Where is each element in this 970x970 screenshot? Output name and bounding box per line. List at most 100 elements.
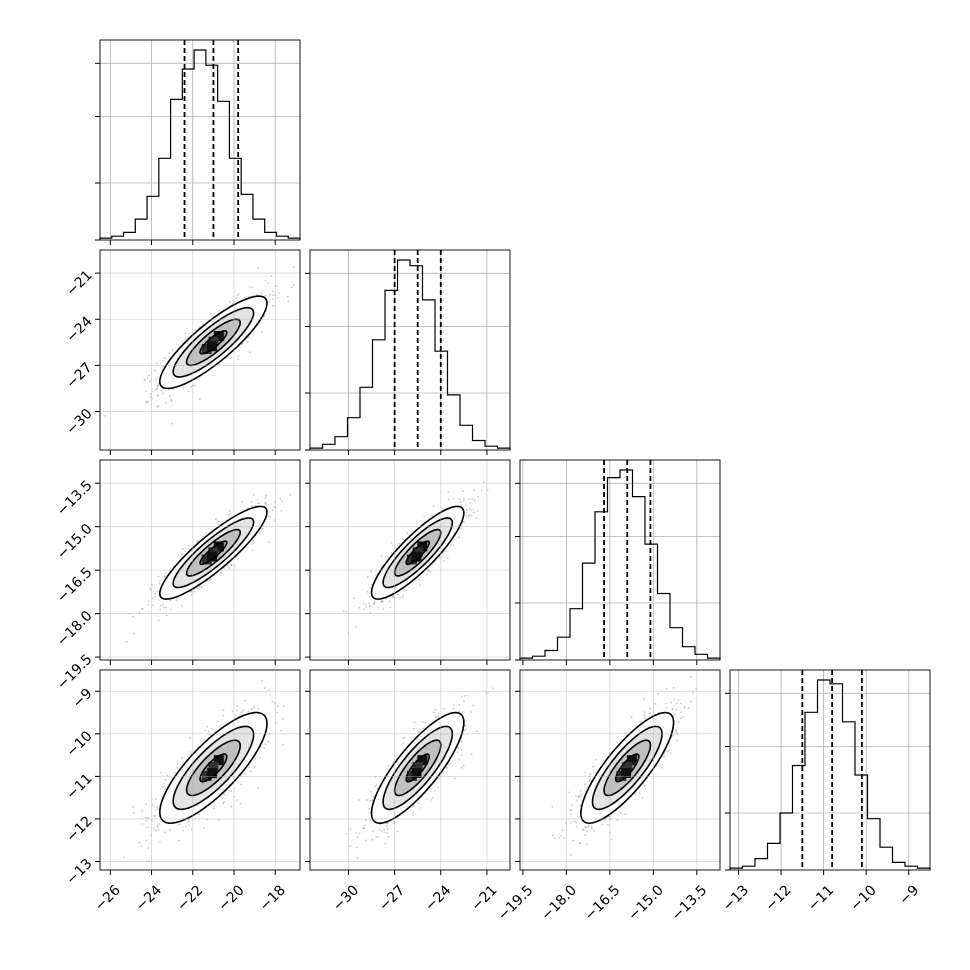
scatter-point — [190, 594, 193, 596]
scatter-point — [177, 824, 180, 826]
scatter-point — [221, 797, 224, 799]
scatter-point — [157, 590, 159, 593]
scatter-point — [247, 710, 250, 713]
scatter-point — [458, 758, 461, 761]
scatter-point — [369, 586, 372, 589]
scatter-point — [145, 390, 147, 393]
scatter-point — [345, 610, 348, 613]
scatter-point — [179, 823, 181, 826]
scatter-point — [390, 542, 393, 544]
scatter-point — [649, 707, 652, 710]
contour-0 — [199, 330, 228, 355]
ytick-label: −13.5 — [54, 478, 96, 520]
scatter-point — [380, 600, 383, 603]
scatter-point — [194, 384, 196, 387]
scatter-point — [372, 602, 375, 605]
scatter-point — [437, 713, 440, 715]
scatter-point — [365, 839, 367, 842]
scatter-point — [417, 802, 420, 805]
contour-2 — [382, 517, 454, 589]
scatter-point — [209, 313, 212, 315]
scatter-point — [187, 544, 190, 547]
scatter-point — [271, 700, 274, 703]
scatter-point — [378, 829, 381, 832]
scatter-point — [437, 715, 439, 718]
scatter-point — [258, 756, 261, 759]
scatter-point — [402, 538, 404, 541]
scatter-point — [462, 764, 465, 767]
scatter-point — [159, 608, 162, 611]
scatter-point — [432, 505, 435, 507]
scatter-point — [457, 747, 459, 749]
scatter-point — [383, 828, 386, 831]
density-core-3 — [207, 551, 218, 562]
scatter-point — [179, 556, 182, 559]
scatter-point — [196, 587, 199, 590]
scatter-point — [149, 587, 152, 590]
scatter-point — [380, 600, 383, 602]
scatter-point — [282, 718, 285, 720]
panel-content-0-2 — [126, 481, 300, 643]
scatter-point — [449, 543, 452, 546]
scatter-point — [487, 692, 489, 694]
scatter-point — [145, 839, 148, 842]
scatter-point — [254, 757, 257, 760]
scatter-point — [166, 774, 169, 777]
scatter-point — [370, 570, 373, 572]
scatter-point — [253, 706, 256, 709]
panel-content-0-3 — [123, 679, 285, 863]
scatter-point — [447, 491, 450, 493]
scatter-point — [371, 838, 374, 841]
scatter-point — [157, 619, 160, 622]
scatter-point — [431, 514, 433, 517]
scatter-point — [164, 788, 167, 791]
scatter-point — [205, 532, 207, 534]
scatter-point — [354, 625, 357, 628]
scatter-point — [246, 341, 249, 343]
scatter-point — [223, 793, 226, 796]
scatter-point — [251, 543, 253, 545]
scatter-panel-1-2 — [305, 459, 511, 665]
scatter-point — [263, 315, 266, 317]
histogram-2 — [519, 469, 721, 660]
scatter-point — [452, 707, 455, 710]
scatter-point — [159, 841, 161, 843]
scatter-point — [201, 323, 204, 326]
scatter-point — [144, 816, 147, 819]
scatter-point — [374, 785, 376, 788]
contour-2 — [172, 725, 255, 811]
scatter-point — [260, 331, 263, 334]
scatter-point — [433, 789, 436, 792]
scatter-point — [463, 729, 466, 732]
scatter-point — [154, 829, 157, 832]
scatter-point — [176, 763, 179, 766]
xtick-label: −18 — [257, 882, 289, 914]
density-core-0 — [201, 554, 212, 565]
scatter-point — [206, 725, 208, 728]
scatter-point — [182, 829, 185, 832]
scatter-point — [278, 292, 281, 294]
scatter-point — [388, 600, 391, 603]
scatter-point — [679, 717, 682, 720]
scatter-point — [197, 813, 200, 816]
scatter-point — [228, 301, 231, 303]
scatter-point — [265, 502, 267, 505]
scatter-point — [272, 305, 275, 307]
scatter-point — [412, 811, 415, 814]
scatter-point — [155, 388, 157, 391]
scatter-point — [252, 493, 255, 496]
scatter-point — [156, 808, 159, 811]
scatter-point — [240, 783, 243, 786]
scatter-point — [157, 383, 160, 386]
scatter-point — [674, 729, 677, 731]
scatter-point — [435, 715, 438, 718]
scatter-point — [463, 694, 466, 697]
panel-frame — [99, 669, 301, 871]
scatter-point — [140, 607, 143, 610]
contour-2 — [172, 517, 255, 589]
scatter-point — [268, 689, 270, 691]
scatter-point — [198, 326, 201, 328]
ytick-label: −11 — [63, 771, 95, 803]
scatter-point — [198, 398, 201, 401]
scatter-point — [292, 284, 295, 287]
